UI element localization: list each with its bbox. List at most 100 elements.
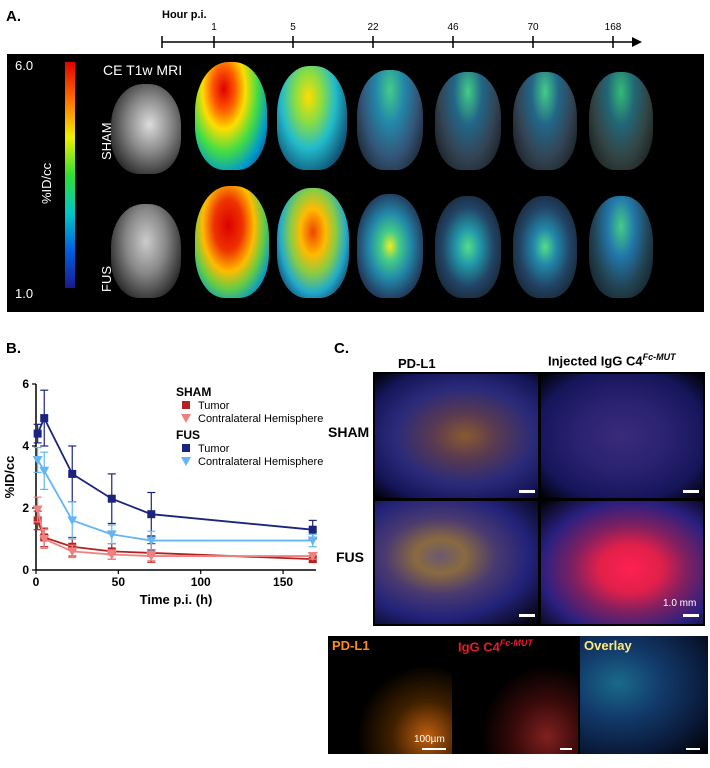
data-point [181, 457, 191, 466]
x-axis-label: Time p.i. (h) [140, 592, 213, 607]
panel-c-label: C. [334, 340, 349, 357]
micro-scale-label: 100µm [414, 734, 445, 745]
y-tick-label: 4 [22, 439, 29, 453]
legend-group-title: SHAM [176, 385, 211, 399]
fus-pdl1-image [375, 501, 538, 624]
data-point [182, 401, 190, 409]
col-label-pdl1: PD-L1 [398, 356, 436, 371]
pet-fus-70h [513, 196, 577, 298]
col-label-igg: Injected IgG C4Fc-MUT [548, 352, 676, 369]
data-point [146, 552, 157, 562]
micro-scale-bar [686, 748, 700, 750]
x-tick-label: 0 [33, 575, 40, 589]
x-tick-label: 150 [273, 575, 293, 589]
y-tick-label: 2 [22, 501, 29, 515]
pet-fus-168h [589, 196, 653, 298]
pet-sham-70h [513, 72, 577, 170]
panel-a-images: 6.0 1.0 %ID/cc CE T1w MRI SHAM FUS [7, 54, 704, 312]
data-point [146, 536, 157, 546]
sham-pdl1-image [375, 374, 538, 498]
scale-bar [519, 614, 535, 617]
timeline-tick-label: 46 [447, 22, 459, 33]
data-point [307, 552, 318, 562]
pet-sham-22h [357, 70, 423, 170]
micro-scale-bar [422, 748, 446, 750]
sham-igg-image [541, 374, 703, 498]
row-label-c-fus: FUS [336, 549, 364, 565]
data-point [308, 525, 317, 534]
mri-sham [111, 84, 181, 174]
data-point [182, 444, 190, 452]
legend-entry: Tumor [198, 400, 230, 412]
micro-overlay-image [580, 636, 708, 754]
mri-fus [111, 204, 181, 298]
micro-label-igg: IgG C4Fc-MUT [458, 638, 533, 655]
pet-sham-46h [435, 72, 501, 170]
timeline-tick-label: 70 [527, 22, 539, 33]
data-point [33, 429, 42, 438]
series-line [36, 509, 313, 557]
pet-fus-46h [435, 196, 501, 298]
micro-label-pdl1: PD-L1 [332, 638, 370, 653]
series-fus-3 [32, 446, 318, 551]
micro-pdl1-image [328, 636, 452, 754]
data-point [67, 516, 78, 526]
row-label-c-sham: SHAM [328, 424, 370, 440]
mri-label: CE T1w MRI [103, 62, 183, 78]
micro-label-overlay: Overlay [584, 638, 632, 653]
timeline-tick-label: 1 [211, 22, 217, 33]
panel-a-label: A. [6, 8, 21, 25]
timeline-tick-label: 5 [290, 22, 296, 33]
timeline-arrow-icon [632, 37, 642, 47]
micro-igg-image [454, 636, 578, 754]
y-axis-label: %ID/cc [2, 456, 17, 499]
data-point [106, 550, 117, 560]
colorbar-max: 6.0 [15, 58, 34, 73]
scale-bar [683, 614, 699, 617]
microscopy-strip: PD-L1 100µm IgG C4Fc-MUT Overlay [328, 636, 708, 754]
pet-sham-5h [277, 66, 347, 170]
colorbar-unit: %ID/cc [39, 162, 54, 204]
data-point [32, 455, 43, 465]
timeline-label: Hour p.i. [162, 9, 207, 21]
panel-b-label: B. [6, 340, 21, 357]
data-point [39, 535, 50, 544]
series-sham-1 [32, 496, 318, 562]
data-point [39, 466, 50, 476]
data-point [40, 414, 49, 423]
data-point [32, 505, 43, 515]
legend-entry: Tumor [198, 443, 230, 455]
micro-scale-bar [560, 748, 572, 750]
pet-sham-1h [195, 62, 267, 170]
timeline-tick-label: 168 [605, 22, 622, 33]
data-point [68, 469, 77, 478]
pet-fus-1h [195, 186, 269, 298]
pet-sham-168h [589, 72, 653, 170]
timeline: Hour p.i. 1 5 22 46 70 168 [161, 9, 642, 48]
data-point [181, 414, 191, 423]
scale-label: 1.0 mm [663, 598, 697, 609]
timeline-tick-label: 22 [367, 22, 379, 33]
pet-fus-22h [357, 194, 423, 298]
x-tick-label: 100 [191, 575, 211, 589]
scale-bar [683, 490, 699, 493]
data-point [106, 530, 117, 540]
data-point [307, 536, 318, 546]
data-point [107, 494, 116, 503]
scale-bar [519, 490, 535, 493]
pet-fus-5h [277, 188, 349, 298]
legend-entry: Contralateral Hemisphere [198, 413, 323, 425]
colorbar-min: 1.0 [15, 286, 34, 301]
data-point [147, 510, 156, 519]
colorbar [65, 62, 75, 288]
legend-entry: Contralateral Hemisphere [198, 456, 323, 468]
legend-group-title: FUS [176, 428, 200, 442]
fus-igg-image [541, 501, 703, 624]
y-tick-label: 0 [22, 563, 29, 577]
y-tick-label: 6 [22, 377, 29, 391]
data-point [67, 547, 78, 557]
series-line [36, 459, 313, 542]
histology-grid: 1.0 mm [373, 372, 705, 626]
